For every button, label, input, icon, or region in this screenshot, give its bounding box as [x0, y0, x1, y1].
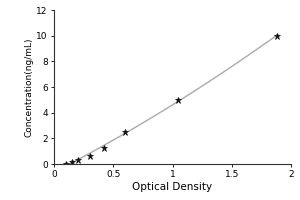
- X-axis label: Optical Density: Optical Density: [132, 182, 213, 192]
- Y-axis label: Concentration(ng/mL): Concentration(ng/mL): [25, 37, 34, 137]
